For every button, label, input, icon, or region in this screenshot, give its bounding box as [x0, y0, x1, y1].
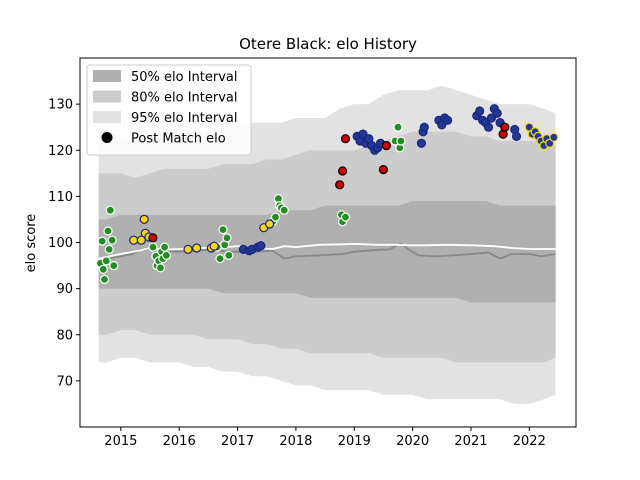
data-point: [511, 131, 522, 141]
y-tick-label: 70: [56, 374, 73, 389]
legend-swatch: [93, 111, 121, 123]
data-point: [338, 166, 348, 176]
y-tick-label: 110: [48, 190, 73, 205]
data-point: [393, 122, 403, 132]
data-point: [148, 233, 158, 243]
x-tick-label: 2016: [163, 434, 196, 449]
data-point: [105, 205, 115, 215]
legend: 50% elo Interval 80% elo Interval 95% elo …: [86, 64, 252, 156]
data-point: [215, 254, 225, 264]
data-point: [183, 244, 193, 254]
x-tick-label: 2021: [454, 434, 487, 449]
data-point: [209, 241, 219, 251]
y-axis: 70 80 90 100 110 120 130: [48, 98, 80, 389]
data-point: [97, 236, 107, 246]
legend-label: 50% elo Interval: [131, 70, 238, 85]
data-point: [98, 264, 108, 274]
data-point: [500, 122, 510, 132]
x-tick-label: 2020: [396, 434, 429, 449]
data-point: [265, 219, 275, 229]
data-point: [160, 242, 170, 252]
data-point: [101, 256, 111, 266]
data-point: [381, 141, 391, 151]
legend-marker: [101, 132, 113, 143]
y-tick-label: 80: [56, 328, 73, 343]
x-tick-label: 2015: [104, 434, 137, 449]
chart-title: Otere Black: elo History: [239, 35, 417, 53]
data-point: [475, 106, 485, 116]
data-point: [148, 242, 158, 252]
y-axis-label: elo score: [24, 214, 39, 273]
x-tick-label: 2022: [513, 434, 546, 449]
data-point: [256, 241, 266, 251]
data-point: [340, 212, 351, 222]
legend-label: 95% elo Interval: [131, 111, 238, 126]
post-match-points: [95, 104, 559, 284]
data-point: [378, 165, 388, 175]
y-tick-label: 100: [48, 236, 73, 251]
data-point: [358, 129, 368, 139]
legend-label: 80% elo Interval: [131, 91, 238, 106]
data-point: [443, 115, 453, 125]
data-point: [335, 180, 345, 190]
data-point: [340, 134, 351, 144]
data-point: [103, 226, 113, 236]
band-50: [98, 201, 556, 303]
data-point: [486, 113, 496, 123]
data-point: [109, 261, 119, 271]
data-point: [549, 132, 559, 142]
data-point: [136, 235, 146, 245]
data-point: [192, 243, 202, 253]
data-point: [224, 250, 234, 260]
data-point: [161, 250, 171, 260]
data-point: [419, 122, 429, 132]
x-tick-label: 2019: [338, 434, 371, 449]
data-point: [104, 244, 114, 254]
data-point: [139, 214, 149, 224]
data-point: [218, 225, 228, 235]
legend-swatch: [93, 90, 121, 103]
x-axis: 2015 2016 2017 2018 2019 2020 2021 2022: [104, 427, 546, 449]
y-tick-label: 120: [48, 144, 73, 159]
plot-area: [95, 85, 559, 404]
x-tick-label: 2017: [221, 434, 254, 449]
data-point: [107, 235, 117, 245]
data-point: [270, 212, 281, 222]
legend-swatch: [93, 70, 121, 82]
data-point: [279, 205, 289, 215]
data-point: [483, 122, 494, 132]
y-tick-label: 130: [48, 98, 73, 113]
data-point: [396, 136, 406, 146]
data-point: [222, 233, 232, 243]
legend-label: Post Match elo: [131, 132, 226, 147]
legend-frame: [86, 64, 252, 156]
legend-items: 50% elo Interval 80% elo Interval 95% elo …: [93, 70, 238, 147]
data-point: [416, 138, 426, 148]
data-point: [492, 108, 502, 119]
data-point: [155, 263, 166, 273]
y-tick-label: 90: [56, 282, 73, 297]
x-tick-label: 2018: [279, 434, 312, 449]
series-line-0: [98, 242, 556, 262]
data-point: [99, 274, 110, 284]
data-point: [129, 235, 139, 245]
